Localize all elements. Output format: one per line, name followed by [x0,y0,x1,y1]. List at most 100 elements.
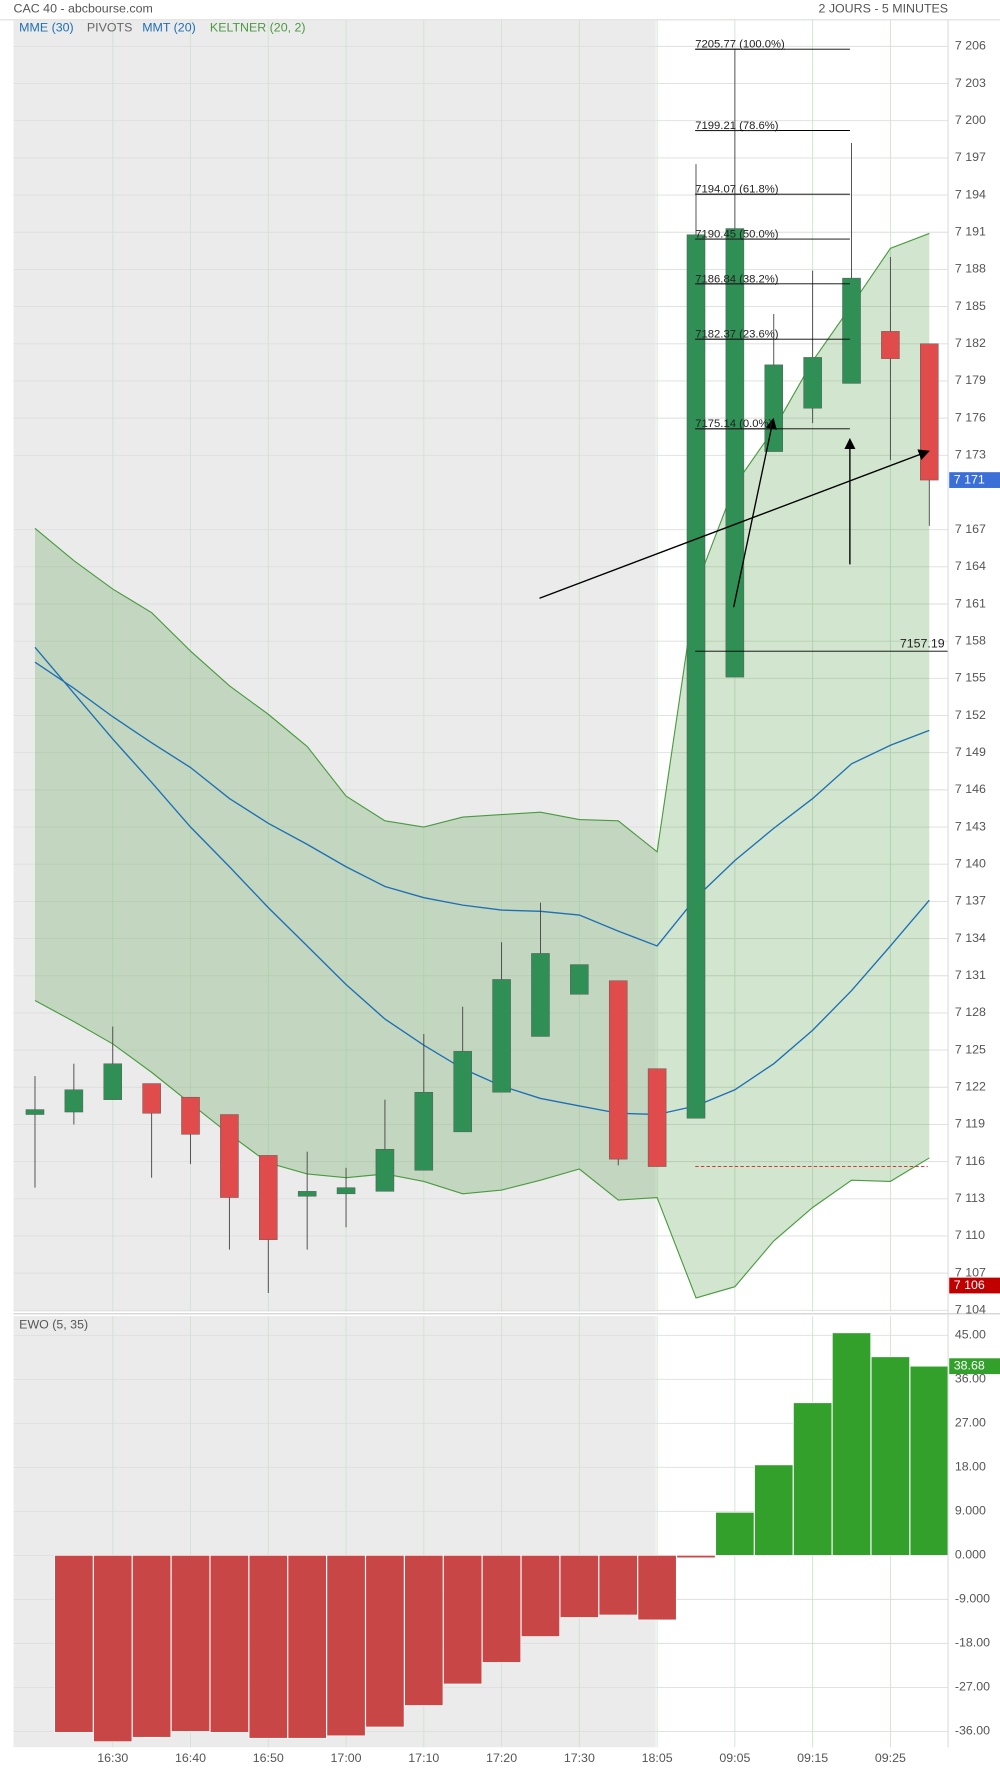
bar [793,1402,833,1556]
fib-label: 7199.21 (78.6%) [695,120,779,132]
y-tick-label: 7 167 [955,522,986,536]
candle-body [647,1068,667,1167]
y-tick-label: 7 173 [955,448,986,462]
y-tick-label: 7 185 [955,299,986,313]
plot [25,48,949,1743]
bar [287,1555,327,1739]
candle-body [608,980,628,1160]
y-tick-label: 7 161 [955,596,986,610]
value-badge [949,1358,1000,1375]
value-badge-label: 38.68 [954,1358,985,1372]
y-tick-label: 7 155 [955,671,986,685]
y-tick-label: 7 113 [955,1191,985,1205]
arrow [539,449,930,599]
y-tick-label: 7 182 [955,336,986,350]
fib-label: 7190.45 (50.0%) [695,229,779,241]
bar [54,1555,94,1733]
bar [404,1555,444,1706]
price-badge-label: 7 171 [954,472,985,486]
bar [831,1332,872,1556]
bar [520,1555,560,1637]
y-tick-label: 7 116 [955,1154,985,1168]
y-tick-label: 7 140 [955,856,986,870]
y-tick-label: 18.00 [955,1460,986,1474]
y-tick-label: 7 200 [955,113,986,127]
bar [170,1555,211,1732]
bar [598,1555,638,1616]
labels: 7 104 7 107 7 110 7 113 7 116 7 119 7 122 7 125… [97,39,1000,1765]
ma-line [34,661,930,947]
y-tick-label: -27.00 [955,1680,990,1694]
y-tick-label: 7 107 [955,1265,986,1279]
y-tick-label: 7 158 [955,633,986,647]
fib-label: 7205.77 (100.0%) [695,39,785,51]
y-tick-label: 7 122 [955,1080,986,1094]
x-tick-label: 18:05 [642,1751,673,1765]
bar [676,1555,716,1559]
candle-body [881,331,900,359]
candle-body [764,364,784,452]
y-tick-label: 7 146 [955,782,986,796]
x-tick-label: 17:10 [408,1751,439,1765]
x-tick-label: 16:30 [97,1751,128,1765]
bar [637,1555,677,1621]
legend-item: KELTNER (20, 2) [210,21,306,35]
fib-label: 7182.37 (23.6%) [695,329,779,341]
x-tick-label: 09:25 [875,1751,906,1765]
y-tick-label: 27.00 [955,1416,986,1430]
y-tick-label: 7 191 [955,225,986,239]
bar [715,1511,755,1556]
candle-body [220,1114,239,1198]
y-tick-label: 7 131 [955,968,986,982]
y-tick-label: 0.000 [955,1548,986,1562]
bar [559,1555,599,1618]
y-tick-label: 7 152 [955,708,986,722]
y-tick-label: 7 125 [955,1042,986,1056]
x-tick-label: 17:20 [486,1751,517,1765]
candle-body [375,1148,395,1192]
price-badge [949,1277,1000,1294]
bar [365,1555,405,1728]
chart-subtitle: 2 JOURS - 5 MINUTES [818,1,948,15]
y-tick-label: 7 164 [955,559,986,573]
bar [754,1464,794,1556]
candle-body [414,1091,434,1171]
y-tick-label: 7 194 [955,187,986,201]
y-tick-label: -36.00 [955,1724,990,1738]
candle-body [103,1063,123,1100]
y-tick-label: 7 143 [955,819,986,833]
fib-label: 7186.84 (38.2%) [695,273,779,285]
y-tick-label: 7 128 [955,1005,986,1019]
y-tick-label: 7 149 [955,745,986,759]
bar [870,1356,910,1556]
candle-body [297,1191,317,1197]
legend-item: PIVOTS [87,21,132,35]
y-tick-label: 9.000 [955,1504,986,1518]
candle-body [453,1051,472,1133]
candle-body [570,964,589,995]
candle-body [803,357,822,409]
candle-body [181,1096,200,1135]
y-tick-label: 7 197 [955,150,986,164]
y-tick-label: 7 110 [955,1228,985,1242]
y-tick-label: 7 206 [955,39,986,53]
candle-body [686,234,706,1119]
legend-item: MMT (20) [142,21,196,35]
x-tick-label: 17:30 [564,1751,595,1765]
candle-body [336,1187,356,1195]
chart-title: CAC 40 - abcbourse.com [14,1,153,15]
candle-body [25,1109,45,1115]
candle-body [920,343,939,481]
arrow [732,417,777,608]
y-tick-label: -18.00 [955,1636,990,1650]
candle-body [531,953,550,1037]
y-tick-label: 7 203 [955,76,986,90]
candle-body [492,979,511,1093]
y-tick-label: 7 176 [955,410,986,424]
candle-body [842,277,861,384]
candle-body [64,1089,84,1113]
x-tick-label: 09:15 [797,1751,828,1765]
x-tick-label: 17:00 [331,1751,362,1765]
